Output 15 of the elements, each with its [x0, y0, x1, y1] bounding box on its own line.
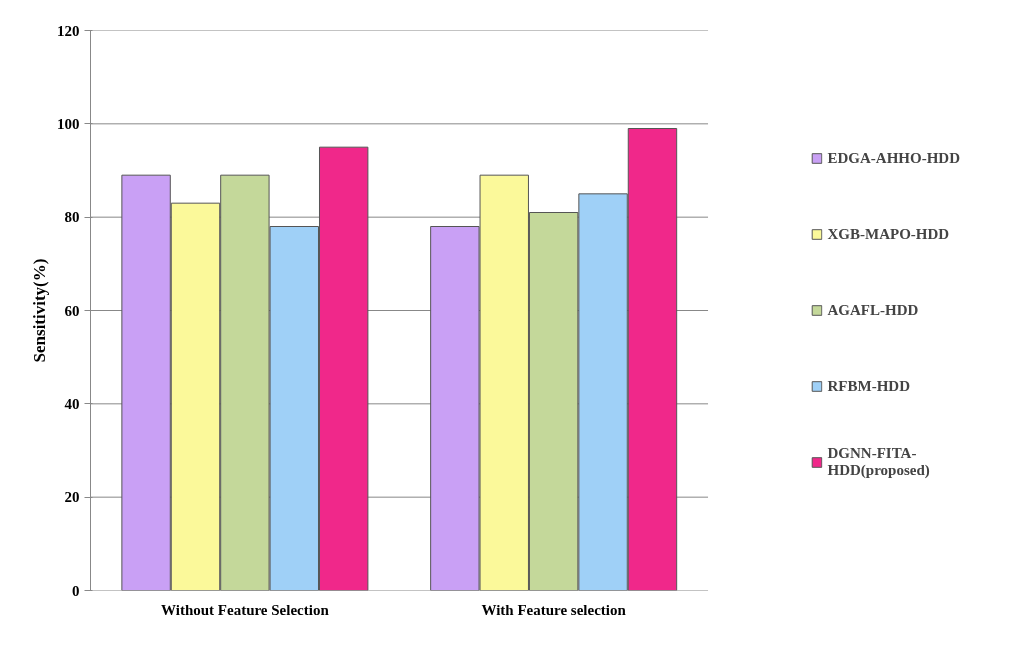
legend-label: DGNN-FITA-HDD(proposed)	[827, 444, 930, 480]
x-tick-label: With Feature selection	[481, 601, 627, 618]
y-tick-label: 100	[57, 115, 80, 132]
y-tick-label: 60	[64, 302, 80, 319]
y-tick-label: 120	[57, 22, 80, 39]
legend-label: RFBM-HDD	[827, 376, 910, 396]
y-tick-label: 20	[64, 489, 80, 506]
y-tick-label: 80	[64, 209, 80, 226]
legend-label: EDGA-AHHO-HDD	[827, 148, 960, 168]
x-tick-label: Without Feature Selection	[161, 601, 330, 618]
legend-label: AGAFL-HDD	[827, 300, 919, 320]
y-tick-label: 0	[72, 582, 80, 599]
legend-label: XGB-MAPO-HDD	[827, 224, 950, 244]
y-axis-title: Sensitivity(%)	[30, 258, 49, 363]
y-tick-label: 40	[64, 395, 80, 412]
